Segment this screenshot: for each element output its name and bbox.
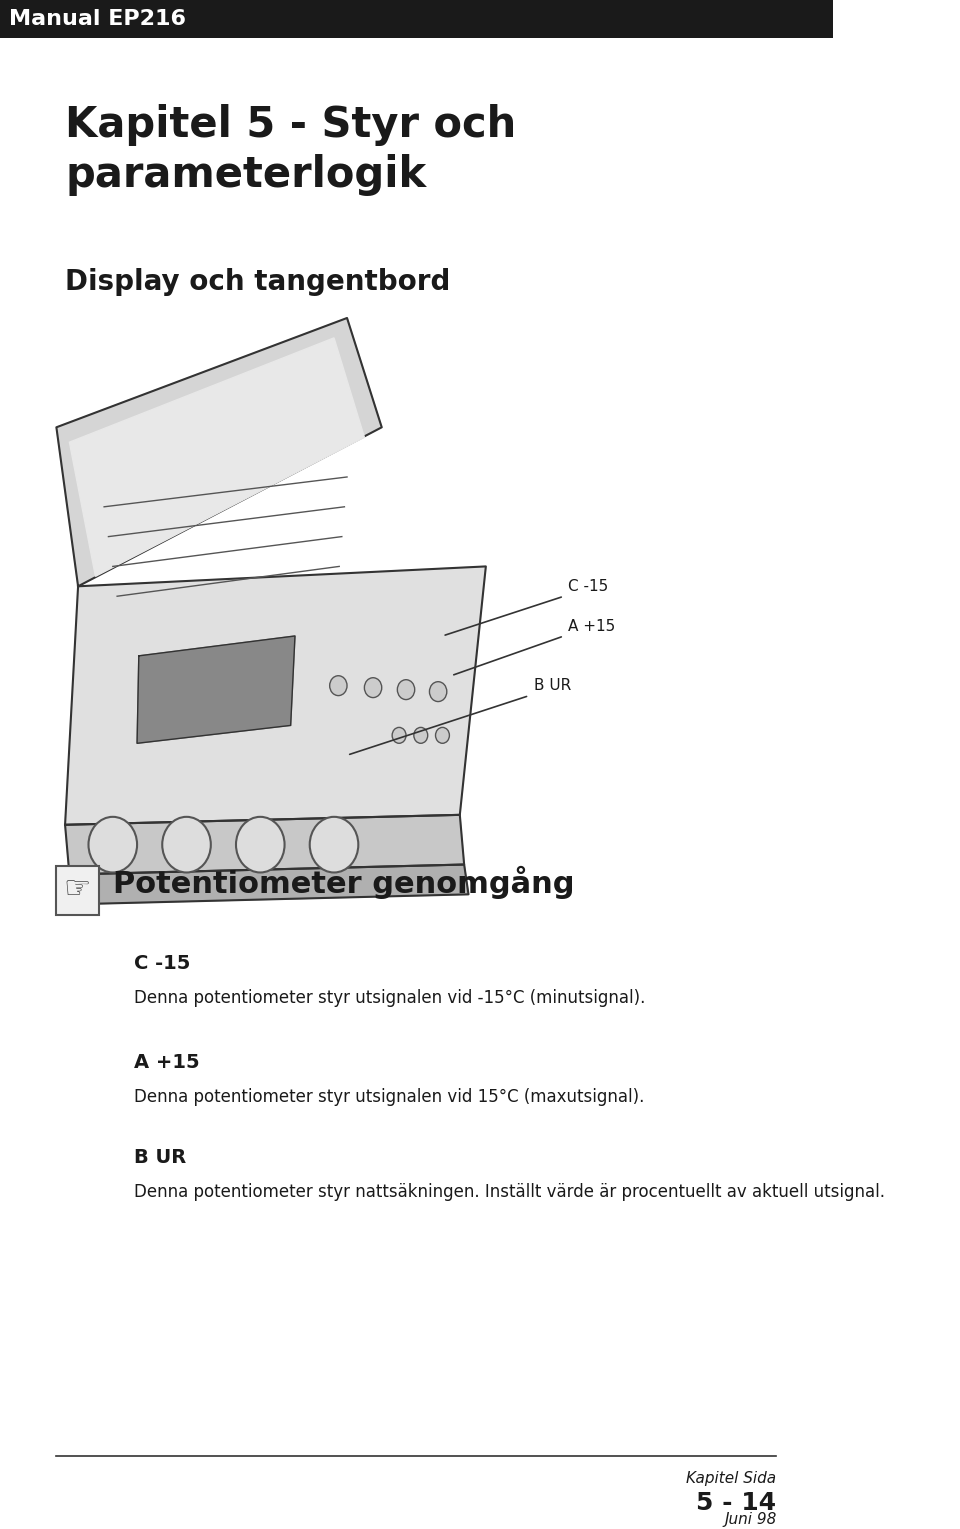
Circle shape bbox=[429, 682, 446, 702]
FancyBboxPatch shape bbox=[56, 865, 99, 916]
Text: A +15: A +15 bbox=[568, 619, 615, 633]
Circle shape bbox=[329, 676, 347, 696]
Text: A +15: A +15 bbox=[134, 1053, 200, 1072]
Text: Denna potentiometer styr nattsäkningen. Inställt värde är procentuellt av aktuel: Denna potentiometer styr nattsäkningen. … bbox=[134, 1182, 885, 1200]
Circle shape bbox=[236, 816, 284, 873]
Text: Juni 98: Juni 98 bbox=[724, 1512, 777, 1527]
Text: Denna potentiometer styr utsignalen vid -15°C (minutsignal).: Denna potentiometer styr utsignalen vid … bbox=[134, 989, 646, 1006]
Circle shape bbox=[88, 816, 137, 873]
Text: Kapitel 5 - Styr och: Kapitel 5 - Styr och bbox=[65, 104, 516, 147]
Circle shape bbox=[162, 816, 211, 873]
Circle shape bbox=[392, 728, 406, 743]
FancyBboxPatch shape bbox=[0, 0, 833, 38]
Text: Display och tangentbord: Display och tangentbord bbox=[65, 268, 450, 297]
Text: C -15: C -15 bbox=[568, 579, 609, 593]
Text: C -15: C -15 bbox=[134, 954, 191, 972]
Text: parameterlogik: parameterlogik bbox=[65, 154, 426, 196]
Text: ☞: ☞ bbox=[63, 875, 91, 904]
Polygon shape bbox=[65, 566, 486, 824]
Text: 5 - 14: 5 - 14 bbox=[696, 1491, 777, 1515]
Text: B UR: B UR bbox=[134, 1148, 187, 1167]
Circle shape bbox=[310, 816, 358, 873]
Polygon shape bbox=[69, 864, 468, 904]
Text: Kapitel Sida: Kapitel Sida bbox=[686, 1471, 777, 1486]
Polygon shape bbox=[137, 636, 295, 743]
Polygon shape bbox=[65, 815, 464, 875]
Text: Denna potentiometer styr utsignalen vid 15°C (maxutsignal).: Denna potentiometer styr utsignalen vid … bbox=[134, 1089, 645, 1105]
Text: Potentiometer genomgång: Potentiometer genomgång bbox=[112, 865, 574, 899]
Polygon shape bbox=[69, 338, 365, 576]
Polygon shape bbox=[57, 318, 382, 586]
Circle shape bbox=[436, 728, 449, 743]
Circle shape bbox=[414, 728, 428, 743]
Text: Manual EP216: Manual EP216 bbox=[9, 9, 185, 29]
Circle shape bbox=[365, 677, 382, 697]
Text: B UR: B UR bbox=[534, 679, 571, 693]
Circle shape bbox=[397, 680, 415, 700]
